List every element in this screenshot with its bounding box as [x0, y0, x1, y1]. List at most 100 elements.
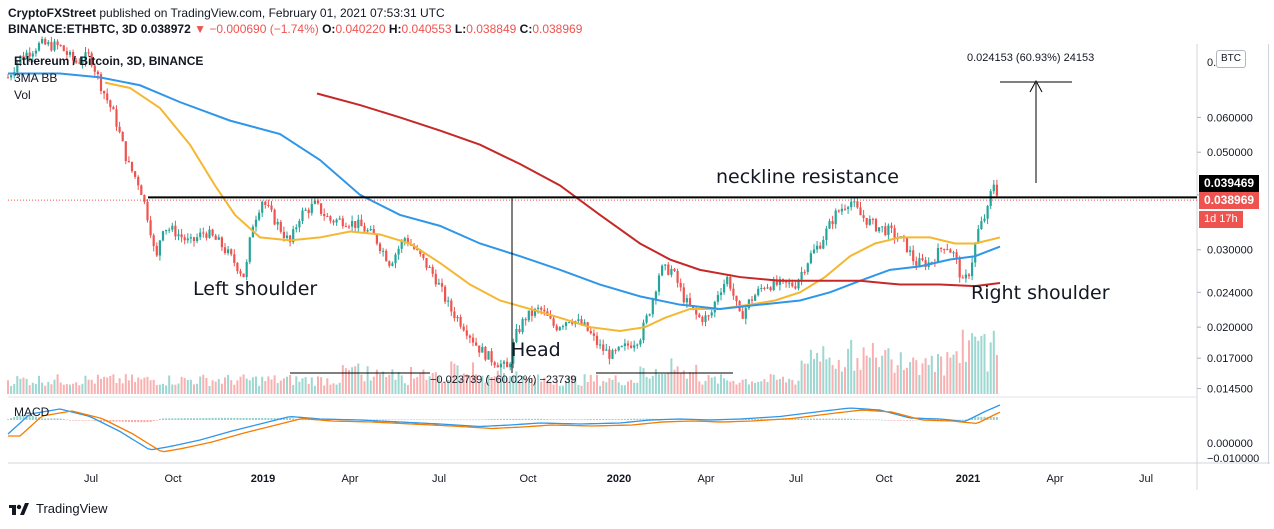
volume-bar	[72, 383, 75, 394]
candle-body	[37, 43, 41, 51]
candle-body	[518, 328, 521, 333]
tradingview-logo[interactable]: TradingView	[8, 501, 108, 516]
volume-bar	[713, 376, 716, 394]
candle-body	[99, 74, 103, 92]
volume-bar	[245, 378, 248, 394]
candle-body	[611, 350, 614, 359]
macd-hist-bar	[121, 420, 124, 422]
candle-body	[878, 227, 881, 232]
candle-body	[642, 322, 645, 341]
volume-bar	[540, 381, 543, 394]
volume-bar	[313, 385, 316, 394]
candle-body	[245, 261, 248, 278]
macd-hist-bar	[109, 420, 112, 422]
candle-body	[112, 107, 115, 110]
macd-hist-bar	[964, 419, 967, 421]
volume-bar	[676, 366, 679, 394]
volume-bar	[375, 369, 378, 394]
volume-bar	[10, 385, 13, 394]
macd-hist-bar	[214, 417, 217, 420]
volume-bar	[28, 385, 31, 394]
candle-body	[524, 319, 527, 321]
volume-bar	[276, 383, 279, 394]
macd-hist-bar	[933, 419, 936, 420]
candle-body	[918, 258, 921, 266]
volume-bar	[298, 381, 301, 394]
candle-body	[847, 207, 850, 209]
volume-bar	[478, 381, 481, 394]
volume-bar	[974, 336, 977, 394]
candle-body	[332, 220, 335, 223]
down-triangle-icon: ▼	[194, 22, 206, 36]
volume-bar	[608, 378, 611, 394]
countdown-tag: 1d 17h	[1199, 211, 1243, 228]
candle-body	[134, 171, 137, 177]
volume-bar	[599, 385, 602, 394]
macd-tick-label: 0.000000	[1207, 438, 1253, 450]
macd-hist-bar	[75, 420, 78, 421]
macd-hist-bar	[958, 419, 961, 421]
macd-hist-bar	[131, 420, 133, 423]
volume-bar	[580, 385, 583, 394]
volume-bar	[239, 376, 242, 394]
candle-body	[391, 263, 394, 266]
volume-bar	[403, 383, 406, 394]
last-price: 0.038972	[140, 22, 191, 36]
indicator-macd[interactable]: MACD	[14, 405, 50, 419]
candle-body	[958, 258, 961, 278]
volume-bar	[115, 383, 118, 394]
volume-bar	[199, 376, 202, 394]
volume-bar	[499, 371, 502, 394]
volume-bar	[620, 385, 623, 394]
candle-body	[192, 237, 196, 241]
x-tick-label: 2020	[607, 473, 631, 485]
candle-body	[794, 286, 797, 289]
low-value: 0.038849	[466, 22, 517, 36]
volume-bar	[227, 374, 230, 394]
macd-hist-bar	[475, 419, 478, 421]
candle-body	[800, 271, 803, 280]
price-change: −0.000690 (−1.74%)	[209, 22, 319, 36]
macd-hist-bar	[168, 418, 171, 420]
macd-hist-bar	[831, 418, 834, 420]
macd-hist-bar	[971, 417, 974, 420]
neckline-label: neckline resistance	[716, 166, 899, 188]
macd-hist-bar	[149, 420, 152, 422]
macd-hist-bar	[521, 418, 524, 420]
volume-bar	[146, 376, 149, 394]
indicator-ma-bb[interactable]: 3MA BB	[14, 71, 58, 85]
candle-body	[214, 235, 217, 240]
volume-bar	[614, 375, 617, 394]
macd-hist-bar	[217, 417, 220, 420]
candle-body	[605, 349, 608, 351]
macd-hist-bar	[915, 419, 918, 421]
volume-bar	[791, 380, 794, 394]
volume-bar	[850, 339, 853, 394]
volume-bar	[930, 355, 933, 394]
volume-bar	[924, 358, 927, 394]
volume-bar	[363, 381, 366, 394]
head-label: Head	[511, 339, 561, 361]
macd-hist-bar	[627, 418, 629, 420]
volume-bar	[93, 383, 96, 394]
currency-badge[interactable]: BTC	[1216, 50, 1246, 68]
indicator-volume[interactable]: Vol	[14, 88, 31, 102]
volume-bar	[995, 354, 998, 394]
macd-hist-bar	[434, 419, 437, 421]
macd-hist-bar	[555, 419, 558, 420]
chart-title[interactable]: Ethereum / Bitcoin, 3D, BINANCE	[14, 54, 204, 68]
macd-hist-bar	[599, 419, 602, 420]
y-tick-label: 0.050000	[1207, 147, 1253, 159]
macd-hist-bar	[444, 419, 447, 421]
volume-bar	[251, 377, 254, 394]
macd-hist-bar	[258, 418, 261, 420]
candle-body	[853, 201, 856, 203]
macd-hist-bar	[180, 418, 183, 420]
publisher-name[interactable]: CryptoFXStreet	[8, 6, 97, 20]
macd-hist-bar	[862, 419, 865, 421]
candle-body	[165, 229, 168, 232]
volume-bar	[295, 376, 298, 394]
volume-bar	[695, 364, 698, 394]
candle-body	[254, 219, 258, 227]
candle-body	[909, 250, 912, 252]
